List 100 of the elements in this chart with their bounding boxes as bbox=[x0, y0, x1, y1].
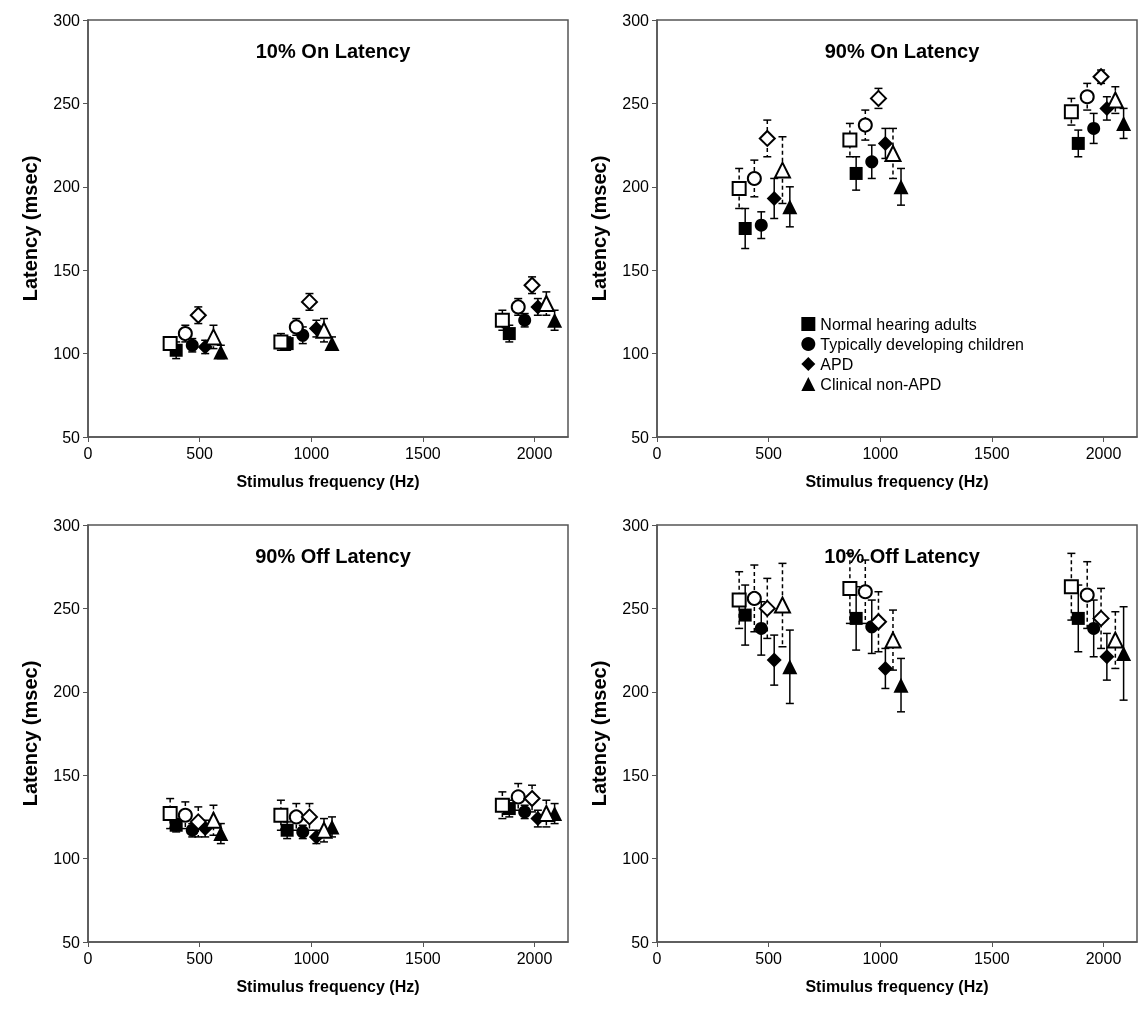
point bbox=[746, 590, 762, 606]
y-tick-label: 150 bbox=[622, 766, 650, 784]
y-tick-label: 50 bbox=[62, 428, 81, 446]
point bbox=[494, 797, 510, 813]
point bbox=[877, 135, 893, 151]
point bbox=[177, 807, 193, 823]
point bbox=[213, 826, 229, 842]
point bbox=[273, 807, 289, 823]
x-axis-title: Stimulus frequency (Hz) bbox=[236, 472, 420, 490]
y-tick-label: 100 bbox=[622, 345, 650, 363]
point bbox=[1106, 631, 1124, 649]
y-tick-label: 50 bbox=[631, 933, 650, 951]
x-axis-title: Stimulus frequency (Hz) bbox=[236, 977, 420, 995]
point bbox=[884, 144, 902, 162]
y-tick-label: 200 bbox=[622, 178, 650, 196]
y-tick-label: 250 bbox=[53, 94, 81, 112]
point bbox=[300, 808, 318, 826]
point bbox=[731, 592, 747, 608]
y-tick-label: 100 bbox=[53, 850, 81, 868]
point bbox=[1063, 579, 1079, 595]
point bbox=[1063, 104, 1079, 120]
y-tick-label: 100 bbox=[53, 345, 81, 363]
point bbox=[766, 190, 782, 206]
y-tick-label: 200 bbox=[53, 178, 81, 196]
x-tick-label: 2000 bbox=[1085, 444, 1122, 462]
point bbox=[893, 179, 909, 195]
y-tick-label: 200 bbox=[622, 683, 650, 701]
point bbox=[746, 170, 762, 186]
point bbox=[849, 166, 863, 180]
text: 90% On Latency bbox=[824, 40, 981, 62]
x-tick-label: 1000 bbox=[293, 444, 330, 462]
y-tick-label: 300 bbox=[622, 516, 650, 534]
point bbox=[510, 789, 526, 805]
point bbox=[162, 806, 178, 822]
x-tick-label: 0 bbox=[83, 444, 93, 462]
point bbox=[877, 660, 893, 676]
point bbox=[189, 306, 207, 324]
x-tick-label: 0 bbox=[652, 444, 662, 462]
point bbox=[523, 790, 541, 808]
point bbox=[754, 218, 768, 232]
point bbox=[315, 321, 333, 339]
text: 10% Off Latency bbox=[824, 545, 981, 567]
x-tick-label: 500 bbox=[186, 949, 214, 967]
y-tick-label: 300 bbox=[53, 11, 81, 29]
point bbox=[869, 613, 887, 631]
y-tick-label: 300 bbox=[622, 11, 650, 29]
x-tick-label: 500 bbox=[755, 949, 783, 967]
y-tick-label: 300 bbox=[53, 516, 81, 534]
x-tick-label: 500 bbox=[755, 444, 783, 462]
x-tick-label: 1500 bbox=[974, 444, 1010, 462]
point bbox=[1087, 621, 1101, 635]
x-tick-label: 1500 bbox=[974, 949, 1010, 967]
legend-label: Normal hearing adults bbox=[820, 315, 977, 333]
x-tick-label: 500 bbox=[186, 444, 214, 462]
x-tick-label: 1000 bbox=[293, 949, 330, 967]
x-tick-label: 0 bbox=[652, 949, 662, 967]
point bbox=[288, 809, 304, 825]
point bbox=[1071, 136, 1085, 150]
x-tick-label: 2000 bbox=[1085, 949, 1122, 967]
point bbox=[758, 599, 776, 617]
point bbox=[857, 584, 873, 600]
y-tick-label: 150 bbox=[53, 261, 81, 279]
x-axis-title: Stimulus frequency (Hz) bbox=[805, 977, 989, 995]
point bbox=[1087, 121, 1101, 135]
point bbox=[1079, 89, 1095, 105]
point bbox=[857, 117, 873, 133]
y-axis-title: Latency (msec) bbox=[19, 155, 41, 302]
legend-label: Clinical non-APD bbox=[820, 375, 942, 393]
y-axis-title: Latency (msec) bbox=[588, 660, 610, 807]
point bbox=[758, 129, 776, 147]
point bbox=[842, 580, 858, 596]
x-tick-label: 2000 bbox=[516, 444, 553, 462]
point bbox=[869, 89, 887, 107]
y-tick-label: 250 bbox=[622, 94, 650, 112]
point bbox=[731, 180, 747, 196]
point bbox=[300, 293, 318, 311]
x-tick-label: 1500 bbox=[405, 444, 441, 462]
point bbox=[1116, 115, 1132, 131]
x-tick-label: 1000 bbox=[862, 444, 899, 462]
y-tick-label: 200 bbox=[53, 683, 81, 701]
x-tick-label: 1500 bbox=[405, 949, 441, 967]
x-axis-title: Stimulus frequency (Hz) bbox=[805, 472, 989, 490]
point bbox=[842, 132, 858, 148]
point bbox=[773, 596, 791, 614]
point bbox=[204, 328, 222, 346]
point bbox=[1071, 611, 1085, 625]
point bbox=[1092, 609, 1110, 627]
x-tick-label: 0 bbox=[83, 949, 93, 967]
y-tick-label: 250 bbox=[622, 599, 650, 617]
y-axis-title: Latency (msec) bbox=[588, 155, 610, 302]
y-tick-label: 100 bbox=[622, 850, 650, 868]
y-tick-label: 50 bbox=[62, 933, 81, 951]
point bbox=[1116, 645, 1132, 661]
text: 10% On Latency bbox=[255, 40, 412, 62]
point bbox=[782, 659, 798, 675]
y-tick-label: 250 bbox=[53, 599, 81, 617]
point bbox=[738, 608, 752, 622]
x-tick-label: 2000 bbox=[516, 949, 553, 967]
text: 90% Off Latency bbox=[255, 545, 412, 567]
point bbox=[773, 161, 791, 179]
